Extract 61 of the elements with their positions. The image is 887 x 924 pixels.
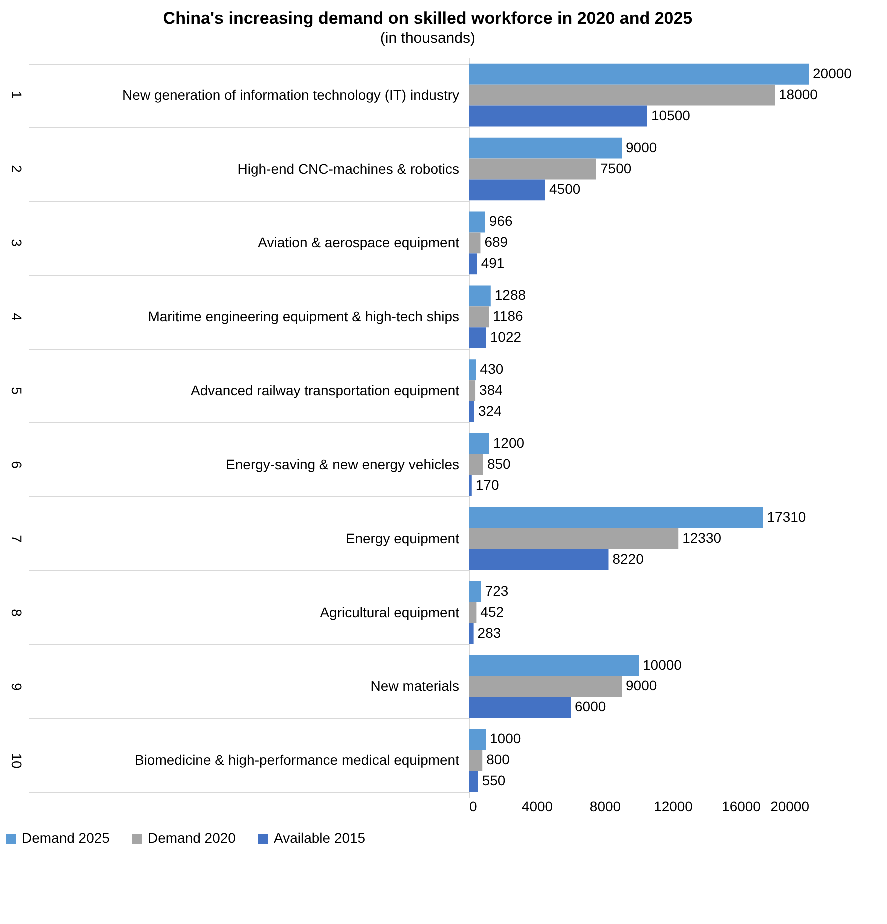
y-tick-label: Maritime engineering equipment & high-tech ships (148, 308, 460, 325)
data-label: 550 (482, 772, 506, 789)
x-tick-label: 8000 (590, 798, 622, 814)
data-label: 452 (480, 604, 504, 620)
text: 1 (9, 91, 25, 100)
data-label: 1000 (490, 730, 522, 747)
y-tick-label: New generation of information technology (IT) industry (122, 86, 460, 103)
data-label: 4500 (550, 181, 581, 198)
data-label: 170 (476, 476, 500, 493)
text: 6 (9, 461, 25, 470)
x-tick-label: 0 (470, 798, 478, 814)
y-tick-label: Agricultural equipment (320, 604, 460, 620)
data-label: 800 (486, 752, 510, 768)
data-label: 491 (481, 255, 505, 272)
data-label: 1288 (494, 287, 526, 304)
text: 9 (9, 683, 25, 692)
text: 2 (9, 165, 25, 174)
data-label: 723 (485, 582, 509, 599)
text: 4 (9, 313, 25, 322)
x-tick-label: 12000 (654, 798, 694, 814)
chart-subtitle: (in thousands) (380, 30, 476, 47)
data-label: 966 (489, 213, 513, 230)
data-label: 9000 (626, 139, 658, 156)
text: 8 (9, 609, 25, 618)
legend-label: Demand 2025 (22, 830, 110, 846)
legend-label: Available 2015 (274, 830, 366, 846)
data-label: 6000 (575, 698, 606, 715)
data-label: 10500 (652, 107, 691, 124)
data-label: 283 (478, 624, 502, 641)
legend-label: Demand 2020 (148, 830, 236, 846)
data-label: 9000 (626, 678, 658, 694)
data-label: 1200 (493, 435, 525, 452)
data-label: 8220 (612, 550, 644, 567)
y-tick-label: Energy-saving & new energy vehicles (226, 456, 460, 472)
data-label: 384 (480, 382, 504, 398)
text: 10 (9, 753, 25, 769)
data-label: 689 (484, 234, 508, 250)
x-tick-label: 20000 (770, 798, 810, 814)
x-tick-label: 16000 (722, 798, 762, 814)
data-label: 850 (487, 456, 512, 472)
data-label: 430 (480, 361, 504, 378)
text: 5 (9, 387, 25, 396)
data-label: 7500 (600, 160, 632, 176)
y-tick-label: Biomedicine & high-performance medical equipment (134, 752, 460, 768)
data-label: 1186 (493, 308, 524, 324)
y-tick-label: Aviation & aerospace equipment (258, 234, 460, 251)
data-label: 1022 (490, 329, 522, 346)
data-label: 10000 (643, 656, 682, 673)
y-tick-label: New materials (370, 678, 460, 694)
text: 3 (9, 239, 25, 248)
x-tick-label: 4000 (522, 798, 554, 814)
data-label: 18000 (779, 86, 818, 102)
text: 7 (9, 535, 25, 544)
data-label: 12330 (682, 530, 722, 546)
data-label: 17310 (767, 508, 806, 525)
data-label: 20000 (813, 65, 852, 82)
y-tick-label: High-end CNC-machines & robotics (238, 160, 460, 177)
y-tick-label: Advanced railway transportation equipment (191, 382, 460, 399)
chart-title: China's increasing demand on skilled workforce in 2020 and 2025 (163, 9, 693, 28)
data-label: 324 (478, 402, 502, 419)
y-tick-label: Energy equipment (346, 530, 460, 546)
